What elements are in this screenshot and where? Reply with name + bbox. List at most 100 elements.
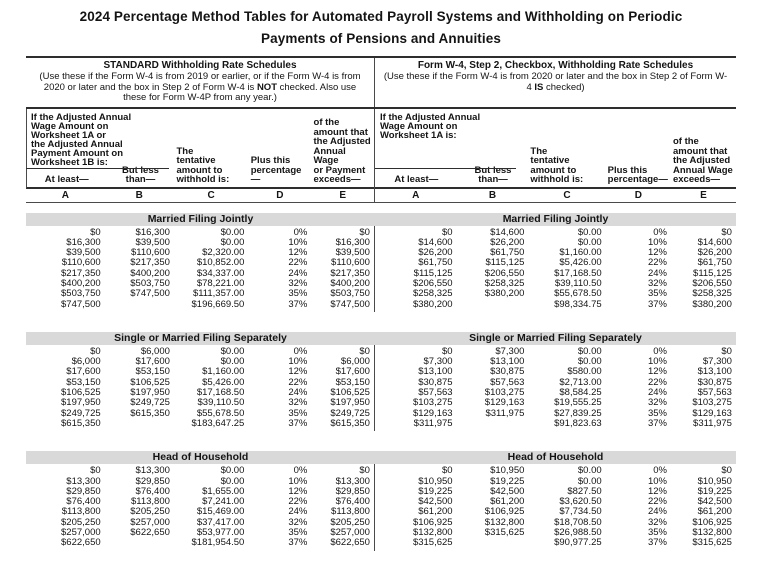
table-cell: $61,750: [418, 257, 453, 269]
standard-schedules-title: STANDARD Withholding Rate Schedules: [103, 60, 297, 71]
table-cell: $110,600: [61, 257, 101, 269]
table-cell: $0.00: [577, 345, 602, 357]
table-cell: $206,550: [484, 267, 525, 279]
table-cell: $19,225: [418, 485, 453, 497]
table-cell: $26,200: [697, 247, 732, 259]
table-row: $42,500 $61,200 $3,620.50 22% $42,500: [375, 496, 736, 507]
table-cell: $39,500: [335, 247, 370, 259]
table-row: $615,350 $183,647.25 37% $615,350: [26, 417, 374, 429]
table-cell: $205,250: [130, 506, 170, 518]
table-cell: 24%: [288, 267, 308, 279]
table-cell: $16,300: [66, 236, 101, 248]
table-cell: $106,925: [692, 516, 732, 528]
table-cell: $17,168.50: [196, 387, 245, 399]
table-cell: $98,334.75: [554, 298, 602, 310]
table-cell: [105, 538, 174, 548]
table-cell: $217,350: [61, 267, 101, 279]
table-cell: $7,300: [495, 345, 525, 357]
section-rows: $0 $14,600 $0.00 0% $0 $14,600 $26,200 $0.00 10%…: [375, 226, 736, 312]
table-cell: $129,163: [412, 407, 453, 419]
table-cell: $0.00: [220, 475, 245, 487]
table-body: Married Filing Jointly $0 $16,300 $0.00 0% $…: [26, 203, 736, 551]
table-cell: $0: [90, 345, 101, 357]
table-cell: $503,750: [61, 288, 101, 300]
table-cell: 12%: [288, 366, 308, 378]
schedule-headers: STANDARD Withholding Rate Schedules (Use…: [26, 58, 736, 109]
table-cell: $10,950: [697, 475, 732, 487]
table-cell: 22%: [288, 376, 308, 388]
table-cell: $503,750: [330, 288, 370, 300]
table-cell: $39,500: [135, 236, 170, 248]
table-cell: $258,325: [692, 288, 732, 300]
table-cell: $132,800: [412, 527, 453, 539]
table-cell: $17,600: [135, 356, 170, 368]
table-cell: $196,669.50: [191, 298, 245, 310]
table-cell: $0: [442, 465, 453, 477]
section-rows: $0 $16,300 $0.00 0% $0 $16,300 $39,500 $0.00 10%…: [26, 225, 375, 312]
table-cell: $106,925: [484, 506, 525, 518]
table-cell: $17,600: [335, 366, 370, 378]
table-cell: $106,925: [412, 516, 453, 528]
table-cell: 12%: [647, 247, 667, 259]
table-cell: $61,200: [697, 506, 732, 518]
table-cell: $103,275: [484, 387, 525, 399]
table-cell: $30,875: [418, 376, 453, 388]
table-cell: 32%: [288, 397, 308, 409]
table-cell: $0: [90, 465, 101, 477]
filing-status-section: Married Filing Jointly $0 $14,600 $0.00 0% $…: [375, 212, 736, 312]
table-cell: $13,300: [135, 465, 170, 477]
table-cell: $29,850: [66, 485, 101, 497]
table-cell: $106,525: [330, 387, 370, 399]
table-cell: $30,875: [697, 376, 732, 388]
table-row: $113,800 $205,250 $15,469.00 24% $113,800: [26, 506, 374, 518]
column-letters: A B C D E: [375, 189, 736, 203]
table-cell: $17,168.50: [554, 267, 602, 279]
table-cell: $205,250: [61, 516, 101, 528]
table-row: $10,950 $19,225 $0.00 10% $10,950: [375, 475, 736, 487]
filing-status-section: Single or Married Filing Separately $0 $6…: [26, 331, 375, 432]
table-cell: $14,600: [697, 236, 732, 248]
table-cell: $129,163: [692, 407, 732, 419]
table-cell: $503,750: [130, 277, 170, 289]
table-cell: 0%: [293, 465, 308, 477]
table-row: $76,400 $113,800 $7,241.00 22% $76,400: [26, 496, 374, 508]
table-row: $217,350 $400,200 $34,337.00 24% $217,350: [26, 267, 374, 279]
table-cell: $13,100: [418, 366, 453, 378]
filing-status-section: Single or Married Filing Separately $0 $7…: [375, 331, 736, 431]
standard-schedules-subtitle: (Use these if the Form W-4 is from 2019 …: [34, 71, 366, 104]
table-cell: $29,850: [135, 475, 170, 487]
table-cell: 22%: [647, 257, 667, 269]
table-cell: $53,150: [335, 376, 370, 388]
table-cell: $13,100: [697, 366, 732, 378]
table-cell: 35%: [288, 407, 308, 419]
table-cell: $205,250: [330, 516, 370, 528]
section-title: Single or Married Filing Separately: [26, 331, 375, 345]
table-cell: $0: [359, 226, 370, 238]
table-cell: $113,800: [331, 506, 370, 518]
table-cell: $57,563: [490, 376, 525, 388]
table-cell: $315,625: [692, 537, 732, 549]
table-cell: $17,600: [66, 366, 101, 378]
table-cell: 0%: [293, 226, 308, 238]
table-cell: $111,357.00: [192, 288, 245, 300]
table-row: $311,975 $91,823.63 37% $311,975: [375, 418, 736, 429]
table-row: $206,550 $258,325 $39,110.50 32% $206,550: [375, 278, 736, 289]
table-cell: $132,800: [692, 527, 732, 539]
table-cell: $0.00: [577, 465, 602, 477]
table-cell: $15,469.00: [196, 506, 245, 518]
table-row: $106,525 $197,950 $17,168.50 24% $106,525: [26, 387, 374, 399]
table-cell: $113,800: [130, 496, 170, 508]
table-cell: $10,950: [418, 475, 453, 487]
table-cell: 37%: [288, 537, 308, 549]
checkbox-schedules-subtitle: (Use these if the Form W-4 is from 2020 …: [383, 71, 728, 93]
withholding-tables: STANDARD Withholding Rate Schedules (Use…: [26, 56, 736, 551]
table-cell: $30,875: [490, 366, 525, 378]
table-cell: $13,300: [335, 475, 370, 487]
table-cell: $76,400: [135, 485, 170, 497]
table-cell: $827.50: [567, 485, 602, 497]
table-cell: $615,350: [61, 417, 101, 429]
table-cell: 24%: [288, 387, 308, 399]
table-cell: $747,500: [130, 288, 170, 300]
table-cell: $27,839.25: [554, 407, 602, 419]
table-row: $103,275 $129,163 $19,555.25 32% $103,275: [375, 398, 736, 409]
